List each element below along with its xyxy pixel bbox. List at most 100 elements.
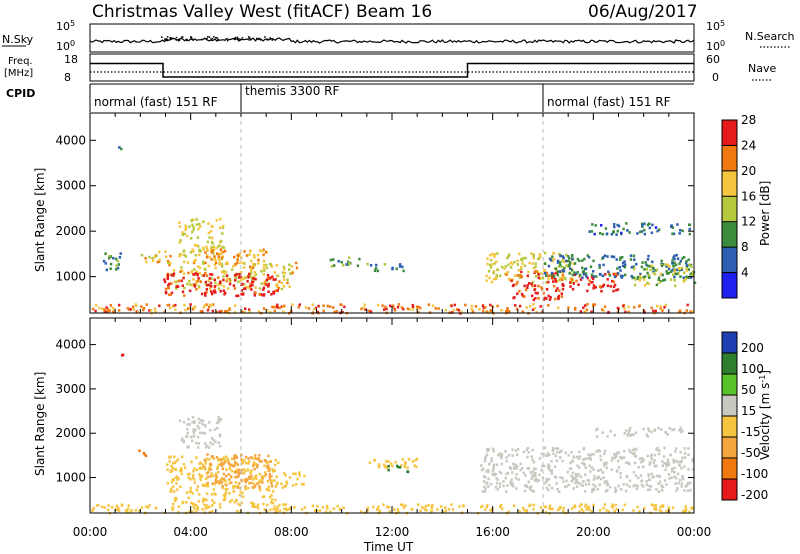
range-cell [210, 290, 213, 293]
range-cell [603, 449, 607, 453]
velocity-colorbar-swatches [722, 332, 737, 501]
range-cell [273, 469, 277, 472]
range-cell [177, 511, 180, 514]
range-cell [246, 479, 249, 482]
range-cell [485, 505, 488, 508]
range-cell [330, 265, 333, 268]
range-cell [326, 507, 329, 510]
range-cell [675, 253, 678, 257]
range-cell [582, 272, 586, 276]
range-cell [676, 487, 679, 490]
nsky-point [217, 38, 219, 41]
range-cell [534, 478, 538, 481]
range-cell [232, 486, 235, 490]
range-cell [369, 264, 373, 267]
range-cell [531, 294, 534, 298]
range-cell [218, 420, 221, 423]
range-cell [276, 306, 279, 309]
range-cell [109, 255, 112, 258]
range-cell [250, 474, 253, 478]
range-cell [253, 271, 257, 274]
range-cell [171, 508, 174, 511]
range-cell [289, 272, 292, 275]
range-cell [247, 462, 250, 465]
range-cell [620, 276, 623, 279]
range-cell [578, 505, 582, 508]
range-cell [493, 255, 496, 259]
range-cell [646, 264, 650, 268]
range-cell [414, 459, 417, 462]
range-cell [534, 275, 538, 278]
range-cell [681, 456, 684, 460]
range-cell [417, 503, 420, 506]
range-cell [553, 276, 556, 280]
range-cell [415, 465, 418, 469]
range-cell [533, 467, 536, 470]
range-cell [149, 309, 153, 312]
range-cell [186, 473, 190, 476]
range-cell [588, 230, 591, 233]
range-cell [179, 239, 182, 242]
range-cell [203, 458, 206, 462]
range-cell [233, 274, 237, 277]
range-cell [283, 272, 287, 275]
range-cell [647, 429, 651, 433]
range-cell [633, 267, 636, 271]
range-cell [217, 480, 220, 483]
range-cell [523, 295, 526, 298]
range-cell [219, 263, 222, 266]
range-cell [232, 485, 235, 488]
range-cell [206, 481, 209, 485]
range-cell [512, 283, 515, 287]
range-cell [226, 488, 229, 491]
range-cell [233, 287, 237, 290]
range-cell [268, 478, 272, 481]
range-cell [494, 473, 497, 476]
range-cell [691, 460, 694, 463]
range-cell [689, 488, 692, 492]
x-tick-label: 04:00 [173, 525, 208, 539]
range-cell [605, 480, 609, 483]
range-cell [683, 255, 686, 259]
range-cell [402, 506, 406, 509]
range-cell [647, 473, 650, 476]
range-cell [636, 275, 640, 279]
range-cell [531, 473, 534, 477]
range-cell [120, 504, 124, 507]
range-cell [521, 262, 524, 265]
range-cell [211, 224, 214, 228]
range-cell [183, 286, 186, 290]
nsky-point [266, 39, 269, 41]
range-cell [500, 454, 504, 457]
range-cell [651, 476, 654, 479]
range-cell [195, 280, 198, 283]
range-cell [678, 232, 681, 235]
range-cell [201, 474, 204, 478]
range-cell [577, 481, 581, 485]
range-cell [518, 252, 521, 256]
range-cell [686, 303, 689, 307]
range-cell [596, 427, 599, 431]
range-cell [523, 284, 526, 288]
range-cell [236, 509, 239, 513]
range-cell [232, 265, 235, 268]
range-cell [233, 463, 236, 466]
range-cell [559, 254, 562, 258]
range-cell [576, 257, 580, 261]
range-cell [236, 486, 239, 489]
range-cell [671, 232, 674, 236]
range-cell [582, 306, 585, 310]
range-cell [484, 508, 487, 511]
range-cell [496, 252, 499, 255]
range-cell [672, 264, 675, 268]
range-cell [663, 462, 666, 465]
range-cell [200, 467, 203, 470]
range-cell [274, 463, 277, 467]
range-cell [332, 258, 335, 261]
range-cell [556, 451, 559, 454]
range-cell [681, 257, 684, 260]
range-cell [568, 272, 571, 275]
range-cell [184, 255, 187, 258]
range-cell [534, 467, 537, 471]
range-cell [551, 507, 554, 511]
